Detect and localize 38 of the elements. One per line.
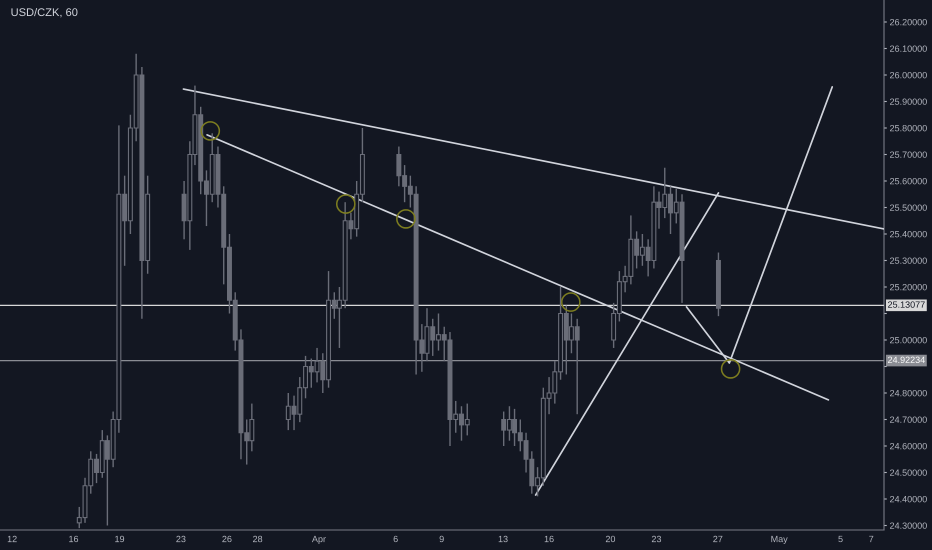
y-tick-label: 24.30000 [890,522,927,529]
y-tick-label: 24.40000 [890,496,927,502]
ref-line-label: 24.92234 [888,356,925,363]
y-tick-label: 24.70000 [890,416,927,423]
x-tick-label: Apr [312,536,326,544]
y-tick-label: 25.20000 [890,284,927,290]
x-tick-label: 7 [869,536,874,542]
y-tick-label: 25.90000 [890,98,927,105]
x-tick-label: 26 [222,536,232,542]
y-tick-label: 25.40000 [890,230,927,238]
y-tick-label: 25.30000 [890,257,927,264]
y-tick-label: 25.80000 [890,124,927,132]
x-tick-label: 23 [176,536,186,542]
y-tick-label: 26.10000 [890,45,927,52]
x-tick-label: 16 [544,536,554,542]
x-tick-label: 16 [69,536,78,542]
x-tick-label: 13 [498,536,508,542]
x-tick-label: 23 [652,536,662,542]
x-tick-label: 19 [115,536,124,542]
y-tick-label: 25.70000 [890,151,927,158]
ref-line-label: 25.13077 [888,301,925,308]
y-tick-label: 24.60000 [890,442,927,450]
x-tick-label: 28 [253,536,262,542]
y-tick-label: 25.00000 [890,336,927,344]
x-tick-label: 20 [606,536,616,542]
y-tick-label: 25.60000 [890,178,927,184]
x-tick-label: May [771,536,788,544]
y-tick-label: 26.00000 [890,72,927,78]
x-tick-label: 12 [8,536,17,542]
y-tick-label: 25.50000 [890,204,927,211]
text: USD/CZK, 60 [11,8,78,18]
x-tick-label: 6 [394,536,398,542]
x-tick-label: 5 [838,536,843,542]
y-tick-label: 24.80000 [890,390,927,396]
x-tick-label: 27 [713,536,722,542]
y-tick-label: 26.20000 [890,18,927,26]
y-tick-label: 24.50000 [890,469,927,476]
x-tick-label: 9 [440,536,444,542]
